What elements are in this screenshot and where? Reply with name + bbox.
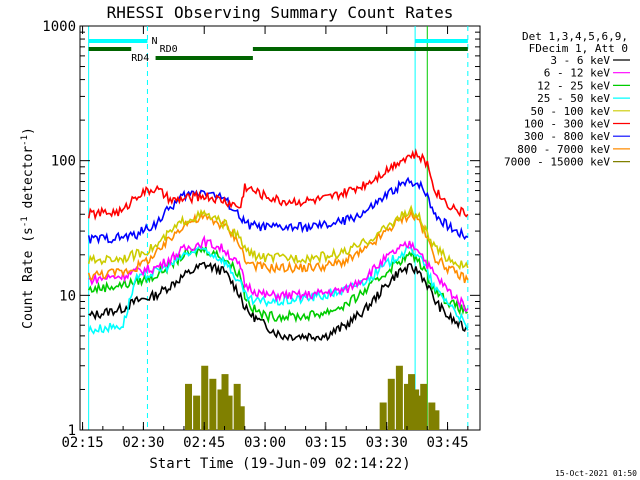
y-tick-label-10: 10	[59, 288, 76, 304]
series-line-3-6-kev	[88, 261, 469, 343]
state-label-rd0: RD0	[160, 44, 178, 55]
legend-item-12-25-kev: 12 - 25 keV	[537, 79, 630, 92]
series-bar-7000-15000-kev-8	[237, 406, 245, 430]
series-6-12-kev	[88, 234, 469, 313]
x-tick-label-75: 03:15	[305, 435, 347, 451]
x-tick-label-30: 02:30	[122, 435, 164, 451]
series-7000-15000-kev	[185, 365, 440, 430]
series-bar-7000-15000-kev-17	[428, 402, 436, 430]
y-axis-label-main: Count Rate (s	[21, 227, 36, 329]
legend-label-12-25-kev: 12 - 25 keV	[537, 79, 610, 92]
x-tick-label-60: 03:00	[244, 435, 286, 451]
legend-label-25-50-kev: 25 - 50 keV	[537, 92, 610, 105]
series-bar-7000-15000-kev-5	[221, 374, 229, 430]
series-line-800-7000-kev	[87, 208, 469, 284]
series-bar-7000-15000-kev-6	[225, 395, 233, 430]
legend-label-100-300-kev: 100 - 300 keV	[524, 118, 610, 131]
series-12-25-kev	[87, 243, 469, 324]
axes-ticks: 02:15 02:30 02:45 03:00 03:15 03:30 03:45 1 10 10…	[42, 19, 480, 451]
series-bar-7000-15000-kev-13	[408, 374, 416, 430]
legend-item-300-800-kev: 300 - 800 keV	[524, 130, 630, 143]
y-axis-label-sup2: -1	[20, 135, 30, 146]
y-tick-label-1: 1	[68, 423, 76, 439]
legend-item-6-12-kev: 6 - 12 keV	[544, 67, 630, 80]
series-line-100-300-kev	[87, 148, 469, 221]
legend-label-50-100-kev: 50 - 100 keV	[531, 105, 611, 118]
x-tick-label-90: 03:30	[366, 435, 408, 451]
legend-label-6-12-kev: 6 - 12 keV	[544, 67, 611, 80]
legend-item-800-7000-kev: 800 - 7000 keV	[517, 143, 630, 156]
series-bar-7000-15000-kev-4	[217, 389, 225, 430]
series-bar-7000-15000-kev-15	[416, 395, 424, 430]
y-axis-label-sup1: -1	[20, 216, 30, 227]
series-bar-7000-15000-kev-11	[395, 365, 403, 430]
y-tick-label-1000: 1000	[42, 19, 76, 35]
series-line-6-12-kev	[88, 234, 469, 313]
series-800-7000-kev	[87, 208, 469, 284]
legend-item-3-6-kev: 3 - 6 keV	[550, 54, 630, 67]
series-bar-7000-15000-kev-14	[412, 389, 420, 430]
series-line-300-800-kev	[87, 176, 469, 245]
chart-title: RHESSI Observing Summary Count Rates	[107, 3, 454, 22]
y-tick-label-100: 100	[51, 154, 76, 170]
series-bar-7000-15000-kev-1	[193, 395, 201, 430]
y-axis-label-end: )	[21, 127, 36, 135]
legend-item-100-300-kev: 100 - 300 keV	[524, 118, 630, 131]
series-bar-7000-15000-kev-10	[387, 378, 395, 430]
legend-label-800-7000-kev: 800 - 7000 keV	[517, 143, 610, 156]
series-line-25-50-kev	[87, 244, 469, 335]
y-axis-label-mid: detector	[21, 146, 36, 217]
series-100-300-kev	[87, 148, 469, 221]
x-tick-label-45: 02:45	[183, 435, 225, 451]
x-axis-label: Start Time (19-Jun-09 02:14:22)	[149, 456, 410, 472]
vertical-markers	[88, 26, 469, 430]
legend-item-7000-15000-kev: 7000 - 15000 keV	[504, 156, 630, 169]
series-25-50-kev	[87, 244, 469, 335]
series-bar-7000-15000-kev-18	[432, 410, 440, 430]
legend-item-25-50-kev: 25 - 50 keV	[537, 92, 630, 105]
legend-header-1: FDecim 1, Att 0	[529, 42, 628, 55]
series-50-100-kev	[87, 204, 469, 271]
series-bar-7000-15000-kev-12	[404, 383, 412, 430]
legend: Det 1,3,4,5,6,9,FDecim 1, Att 03 - 6 keV…	[504, 30, 630, 169]
legend-label-3-6-kev: 3 - 6 keV	[550, 54, 610, 67]
legend-header-0: Det 1,3,4,5,6,9,	[522, 30, 628, 43]
series-3-6-kev	[88, 261, 469, 343]
footer-date: 15-Oct-2021 01:50	[555, 469, 637, 478]
series-line-12-25-kev	[87, 243, 469, 324]
series-bar-7000-15000-kev-2	[201, 365, 209, 430]
plot-frame	[79, 25, 481, 431]
series-bar-7000-15000-kev-7	[233, 383, 241, 430]
series-bar-7000-15000-kev-9	[379, 402, 387, 430]
x-tick-label-105: 03:45	[426, 435, 468, 451]
x-tick-label-15: 02:15	[61, 435, 103, 451]
series-line-50-100-kev	[87, 204, 469, 271]
legend-item-50-100-kev: 50 - 100 keV	[531, 105, 630, 118]
state-label-n: N	[151, 36, 157, 47]
legend-label-300-800-kev: 300 - 800 keV	[524, 130, 610, 143]
series-bar-7000-15000-kev-3	[209, 378, 217, 430]
legend-label-7000-15000-kev: 7000 - 15000 keV	[504, 156, 610, 169]
series-bar-7000-15000-kev-0	[185, 383, 193, 430]
y-axis-label: Count Rate (s-1 detector-1)	[20, 127, 36, 329]
series-300-800-kev	[87, 176, 469, 245]
series-group	[87, 148, 469, 430]
series-bar-7000-15000-kev-16	[420, 383, 428, 430]
state-label-rd4: RD4	[131, 53, 149, 64]
